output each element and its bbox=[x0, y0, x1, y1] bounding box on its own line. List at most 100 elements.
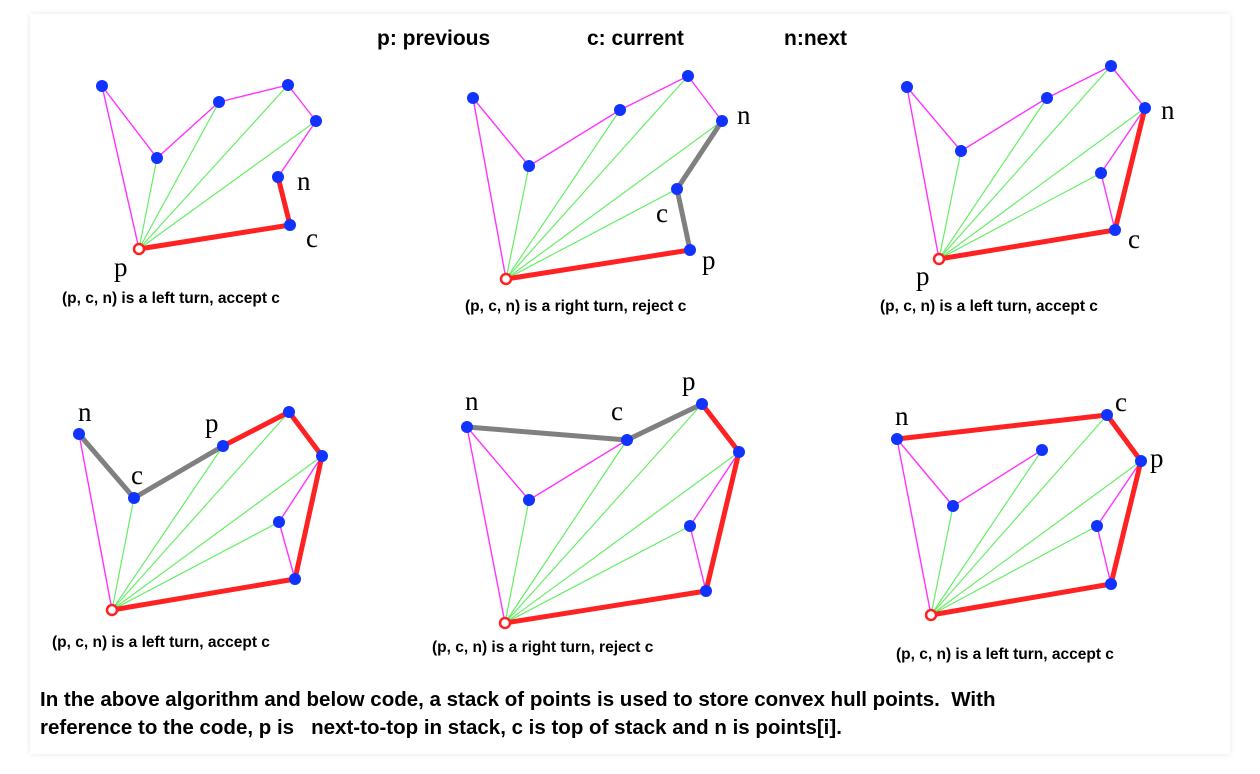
point bbox=[310, 115, 322, 127]
point bbox=[1036, 444, 1048, 456]
polygon-edge bbox=[156, 101, 220, 159]
fan-line bbox=[930, 525, 1098, 616]
point bbox=[289, 573, 301, 585]
fan-line bbox=[504, 525, 691, 624]
point bbox=[671, 183, 683, 195]
polygon-edge bbox=[952, 449, 1043, 507]
fan-line bbox=[111, 497, 135, 611]
point bbox=[1091, 520, 1103, 532]
polygon-edge bbox=[472, 97, 530, 167]
label-p: p bbox=[1150, 443, 1164, 473]
hull-edge bbox=[928, 581, 1114, 618]
polygon-edge bbox=[287, 84, 317, 122]
point bbox=[1095, 167, 1107, 179]
point bbox=[217, 440, 229, 452]
point bbox=[467, 92, 479, 104]
hull-edge bbox=[220, 409, 292, 449]
point bbox=[716, 115, 728, 127]
point bbox=[96, 80, 108, 92]
panel-3-accept: p c n bbox=[901, 60, 1175, 291]
footer-line-1: In the above algorithm and below code, a… bbox=[40, 688, 996, 711]
point bbox=[283, 406, 295, 418]
point bbox=[891, 433, 903, 445]
polygon-edge bbox=[277, 120, 317, 178]
figure-frame bbox=[30, 14, 1230, 754]
point bbox=[1135, 455, 1147, 467]
point bbox=[523, 494, 535, 506]
panel-5-caption: (p, c, n) is a right turn, reject c bbox=[432, 639, 654, 656]
fan-line bbox=[504, 499, 530, 624]
point bbox=[73, 428, 85, 440]
fan-line bbox=[504, 439, 628, 624]
label-c: c bbox=[1128, 224, 1140, 254]
point bbox=[684, 244, 696, 256]
point bbox=[1105, 578, 1117, 590]
polygon-edge bbox=[278, 521, 296, 580]
footer-line-2: reference to the code, p is next-to-top … bbox=[40, 716, 842, 739]
point bbox=[955, 145, 967, 157]
polygon-edge bbox=[1096, 525, 1112, 585]
hull-edge bbox=[275, 174, 293, 228]
panel-2-caption: (p, c, n) is a right turn, reject c bbox=[465, 298, 687, 315]
fan-line bbox=[938, 172, 1102, 260]
panel-2-reject: p c n bbox=[467, 70, 751, 286]
fan-line bbox=[138, 120, 317, 250]
point bbox=[696, 398, 708, 410]
fan-line bbox=[504, 403, 703, 624]
point bbox=[1139, 102, 1151, 114]
label-p: p bbox=[682, 366, 696, 396]
fan-line bbox=[111, 521, 280, 611]
label-c: c bbox=[656, 198, 668, 228]
point bbox=[700, 585, 712, 597]
hull-edge bbox=[894, 412, 1110, 442]
polygon-edge bbox=[466, 426, 530, 501]
point bbox=[128, 492, 140, 504]
polygon-edge bbox=[960, 97, 1048, 152]
anchor-point bbox=[924, 608, 938, 622]
fan-line bbox=[505, 75, 689, 280]
polygon-edge bbox=[1100, 107, 1146, 174]
label-n: n bbox=[465, 386, 479, 416]
label-n: n bbox=[1161, 95, 1175, 125]
point bbox=[316, 450, 328, 462]
fan-line bbox=[505, 188, 678, 280]
panel-4-caption: (p, c, n) is a left turn, accept c bbox=[52, 634, 270, 651]
point bbox=[1105, 60, 1117, 72]
point bbox=[461, 421, 473, 433]
polygon-edge bbox=[101, 85, 140, 250]
candidate-edge bbox=[76, 431, 137, 501]
hull-edge bbox=[292, 453, 325, 582]
fan-line bbox=[504, 451, 740, 624]
label-c: c bbox=[131, 460, 143, 490]
hull-edge bbox=[1104, 412, 1144, 464]
hull-edge bbox=[1108, 458, 1144, 587]
point bbox=[614, 104, 626, 116]
point bbox=[684, 520, 696, 532]
polygon-edge bbox=[619, 75, 689, 111]
hull-edge bbox=[699, 401, 742, 455]
candidate-edge bbox=[624, 401, 705, 443]
fan-line bbox=[930, 414, 1108, 616]
hull-edge bbox=[503, 247, 693, 282]
polygon-edge bbox=[906, 86, 962, 152]
fan-line bbox=[111, 411, 290, 611]
point bbox=[151, 152, 163, 164]
fan-line bbox=[138, 101, 220, 250]
polygon-edge bbox=[1100, 172, 1116, 231]
point bbox=[733, 446, 745, 458]
fan-line bbox=[138, 157, 158, 250]
polygon-edge bbox=[101, 85, 158, 159]
panel-1-accept: p cn bbox=[96, 79, 322, 282]
fan-line bbox=[930, 449, 1043, 616]
panel-3-caption: (p, c, n) is a left turn, accept c bbox=[880, 298, 1098, 315]
fan-line bbox=[505, 165, 530, 280]
label-n: n bbox=[78, 397, 92, 427]
polygon-edge bbox=[896, 438, 954, 507]
point bbox=[1041, 92, 1053, 104]
fan-line bbox=[505, 109, 621, 280]
polygon-edge bbox=[687, 75, 723, 122]
fan-line bbox=[111, 455, 323, 611]
hull-edge bbox=[136, 222, 293, 252]
hull-edge bbox=[703, 449, 742, 594]
